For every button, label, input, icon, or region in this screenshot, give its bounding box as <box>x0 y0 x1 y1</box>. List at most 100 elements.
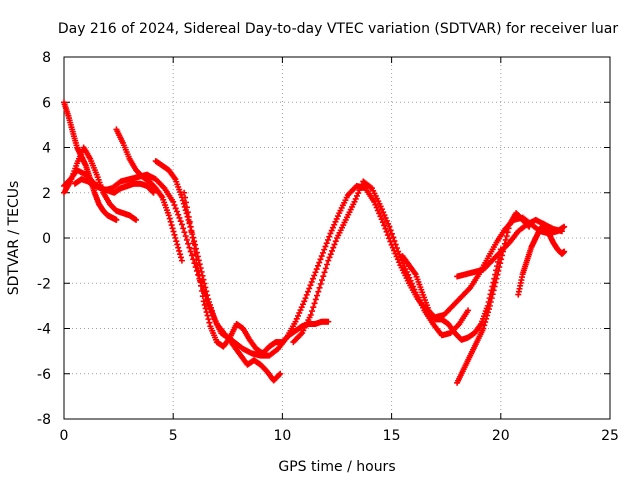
data-point <box>324 236 331 243</box>
x-tick-label: 10 <box>273 428 291 444</box>
data-point <box>497 260 504 267</box>
data-point <box>206 319 213 326</box>
data-point <box>392 241 399 248</box>
data-point <box>204 292 211 299</box>
x-tick-label: 0 <box>60 428 69 444</box>
data-point <box>207 301 214 308</box>
y-tick-label: 6 <box>42 95 51 111</box>
data-point <box>326 233 333 240</box>
x-tick-label: 25 <box>601 428 619 444</box>
data-point <box>170 228 177 235</box>
data-point <box>325 318 332 325</box>
data-point <box>561 248 568 255</box>
y-tick-label: -6 <box>37 367 51 383</box>
data-point <box>490 287 497 294</box>
data-point <box>481 322 488 329</box>
data-point <box>193 256 200 263</box>
data-point <box>309 275 316 282</box>
data-point <box>489 291 496 298</box>
data-point <box>327 251 334 258</box>
data-point <box>307 282 314 289</box>
data-point <box>304 288 311 295</box>
data-point <box>192 251 199 258</box>
series-track-midday <box>181 189 332 357</box>
data-point <box>324 261 331 268</box>
data-point <box>491 283 498 290</box>
data-point <box>276 371 283 378</box>
data-point <box>315 288 322 295</box>
data-point <box>486 302 493 309</box>
data-point <box>488 295 495 302</box>
data-point <box>327 230 334 237</box>
data-point <box>333 215 340 222</box>
data-point <box>297 307 304 314</box>
data-point <box>306 285 313 292</box>
data-point <box>165 212 172 219</box>
data-point <box>113 216 120 223</box>
data-point <box>210 313 217 320</box>
data-point <box>331 241 338 248</box>
data-point <box>199 293 206 300</box>
data-point <box>318 253 325 260</box>
data-point <box>181 229 188 236</box>
data-point <box>196 272 203 279</box>
data-point <box>313 266 320 273</box>
data-point <box>312 296 319 303</box>
data-point <box>200 298 207 305</box>
data-point <box>390 234 397 241</box>
data-point <box>325 257 332 264</box>
data-point <box>309 308 316 315</box>
data-point <box>319 277 326 284</box>
data-point <box>314 262 321 269</box>
y-tick-label: -8 <box>37 412 51 428</box>
data-point <box>494 271 501 278</box>
data-point <box>197 277 204 284</box>
data-point <box>498 256 505 263</box>
data-point <box>200 276 207 283</box>
data-point <box>298 304 305 311</box>
data-point <box>310 304 317 311</box>
data-point <box>391 237 398 244</box>
data-point <box>321 269 328 276</box>
data-point <box>201 280 208 287</box>
data-point <box>176 214 183 221</box>
series-track-early-b <box>61 144 140 223</box>
data-point <box>382 225 389 232</box>
data-point <box>308 278 315 285</box>
data-point <box>301 298 308 305</box>
x-tick-label: 20 <box>492 428 510 444</box>
data-point <box>186 218 193 225</box>
data-point <box>187 223 194 230</box>
data-point <box>178 254 184 261</box>
data-point <box>207 304 214 311</box>
data-point <box>185 213 192 220</box>
data-point <box>175 244 182 251</box>
data-point <box>208 307 215 314</box>
data-point <box>188 252 195 259</box>
data-point <box>332 238 339 245</box>
data-point <box>502 236 509 243</box>
data-point <box>296 309 303 316</box>
data-point <box>180 225 187 232</box>
data-point <box>319 249 326 256</box>
y-tick-label: 8 <box>42 50 51 66</box>
data-point <box>331 221 338 228</box>
data-point <box>182 233 189 240</box>
data-point <box>483 315 490 322</box>
series-track-evening-b <box>454 210 533 386</box>
data-point <box>384 232 391 239</box>
data-point <box>387 227 394 234</box>
data-point <box>329 224 336 231</box>
series-track-early-c <box>113 126 185 264</box>
data-point <box>503 233 510 240</box>
x-tick-label: 15 <box>383 428 401 444</box>
data-point <box>316 284 323 291</box>
data-point <box>195 267 202 274</box>
data-point <box>178 221 185 228</box>
data-point <box>177 251 184 258</box>
data-point <box>388 230 395 237</box>
data-point <box>326 254 333 261</box>
data-point <box>197 282 204 289</box>
data-point <box>175 211 182 218</box>
